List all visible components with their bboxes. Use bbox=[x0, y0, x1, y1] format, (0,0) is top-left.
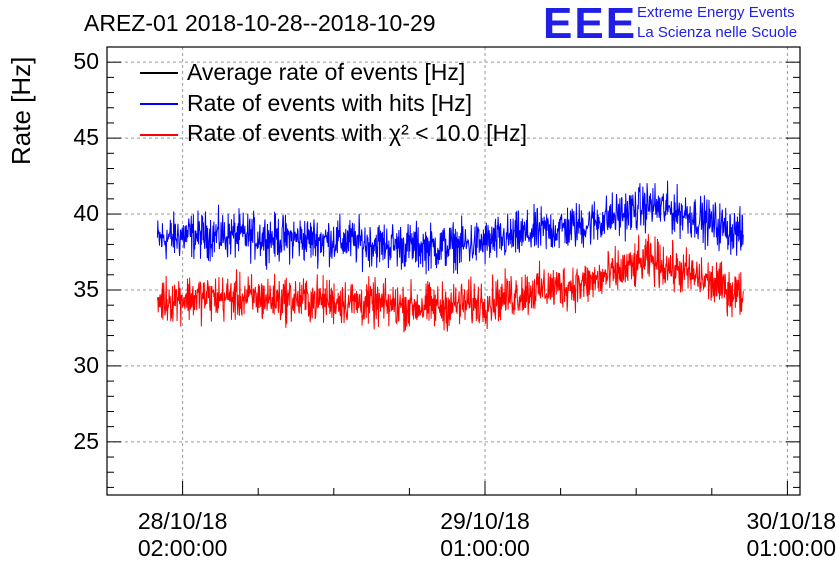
legend-swatch-chi2 bbox=[140, 134, 178, 136]
x-tick-time: 01:00:00 bbox=[440, 535, 530, 561]
legend-swatch-hits bbox=[140, 103, 178, 105]
legend-label-hits: Rate of events with hits [Hz] bbox=[187, 90, 473, 116]
x-tick-label: 28/10/18 02:00:00 bbox=[113, 508, 253, 562]
y-tick-label: 40 bbox=[73, 200, 99, 227]
legend-label-average: Average rate of events [Hz] bbox=[187, 59, 466, 85]
y-tick-label: 30 bbox=[73, 351, 99, 378]
x-tick-label: 29/10/18 01:00:00 bbox=[415, 508, 555, 562]
logo-subtitle-2: La Scienza nelle Scuole bbox=[637, 24, 798, 41]
series-line-1 bbox=[156, 180, 744, 275]
logo-subtitle-1: Extreme Energy Events bbox=[637, 4, 795, 21]
series-line-2 bbox=[156, 233, 744, 333]
y-tick-label: 35 bbox=[73, 275, 99, 302]
y-tick-label: 50 bbox=[73, 48, 99, 75]
x-tick-date: 28/10/18 bbox=[137, 508, 228, 534]
legend-swatch-average bbox=[140, 72, 178, 74]
y-tick-label: 45 bbox=[73, 124, 99, 151]
x-tick-time: 02:00:00 bbox=[137, 535, 228, 561]
plot-frame bbox=[106, 46, 801, 496]
legend-label-chi2: Rate of events with χ² < 10.0 [Hz] bbox=[187, 120, 527, 146]
axes bbox=[106, 46, 801, 496]
eee-logo: EEE bbox=[543, 0, 638, 48]
series-layer bbox=[156, 180, 744, 333]
x-tick-date: 30/10/18 bbox=[746, 508, 836, 534]
y-tick-label: 25 bbox=[73, 427, 99, 454]
y-axis-label: Rate [Hz] bbox=[6, 56, 36, 165]
x-tick-date: 29/10/18 bbox=[440, 508, 530, 534]
chart-title: AREZ-01 2018-10-28--2018-10-29 bbox=[84, 10, 436, 36]
x-tick-label: 30/10/18 01:00:00 bbox=[739, 508, 836, 562]
x-tick-time: 01:00:00 bbox=[746, 535, 836, 561]
